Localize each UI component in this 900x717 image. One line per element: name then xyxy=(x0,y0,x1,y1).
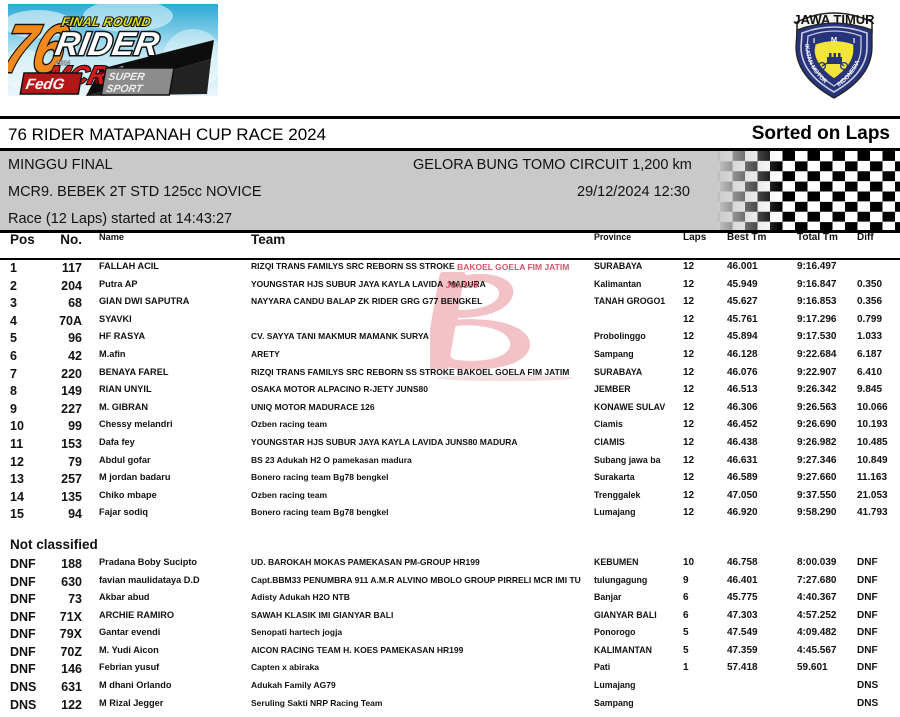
svg-text:RIDER: RIDER xyxy=(53,26,162,63)
svg-text:I: I xyxy=(853,36,855,45)
svg-text:SUPER: SUPER xyxy=(107,71,146,83)
svg-text:I: I xyxy=(813,36,815,45)
svg-text:M: M xyxy=(831,35,837,44)
svg-text:FedG: FedG xyxy=(24,76,66,93)
svg-text:SPORT: SPORT xyxy=(105,83,145,95)
